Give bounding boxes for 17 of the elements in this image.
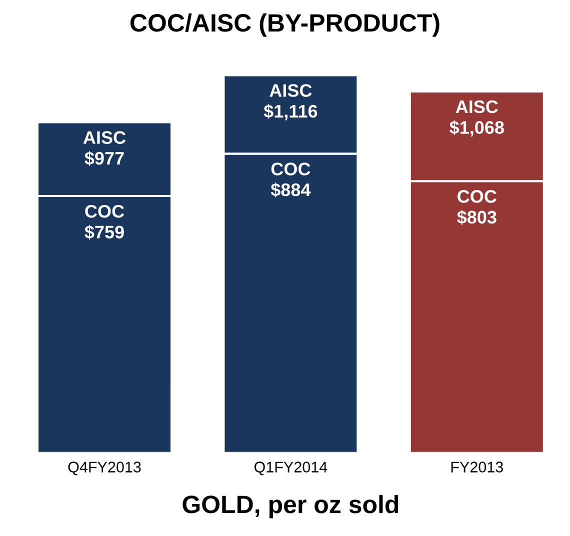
x-tick-label: Q1FY2014 bbox=[254, 462, 328, 476]
x-tick-label: Q4FY2013 bbox=[68, 462, 141, 476]
data-label: $803 bbox=[457, 210, 496, 225]
total-label: $1,116 bbox=[264, 104, 318, 120]
data-label: $759 bbox=[84, 224, 124, 240]
x-axis-title: GOLD, per oz sold bbox=[182, 494, 398, 518]
total-label: $977 bbox=[84, 151, 124, 166]
text: COC bbox=[271, 162, 310, 176]
text: AISC bbox=[456, 100, 498, 114]
x-tick-label: FY2013 bbox=[451, 462, 503, 472]
total-label: $1,068 bbox=[450, 120, 504, 137]
chart-title: COC/AISC (BY-PRODUCT) bbox=[130, 13, 440, 37]
series-label: AISC bbox=[270, 84, 312, 97]
data-label: $884 bbox=[270, 182, 311, 198]
series-label: COC bbox=[85, 204, 124, 218]
text: AISC bbox=[83, 131, 126, 144]
text: COC bbox=[458, 190, 496, 203]
